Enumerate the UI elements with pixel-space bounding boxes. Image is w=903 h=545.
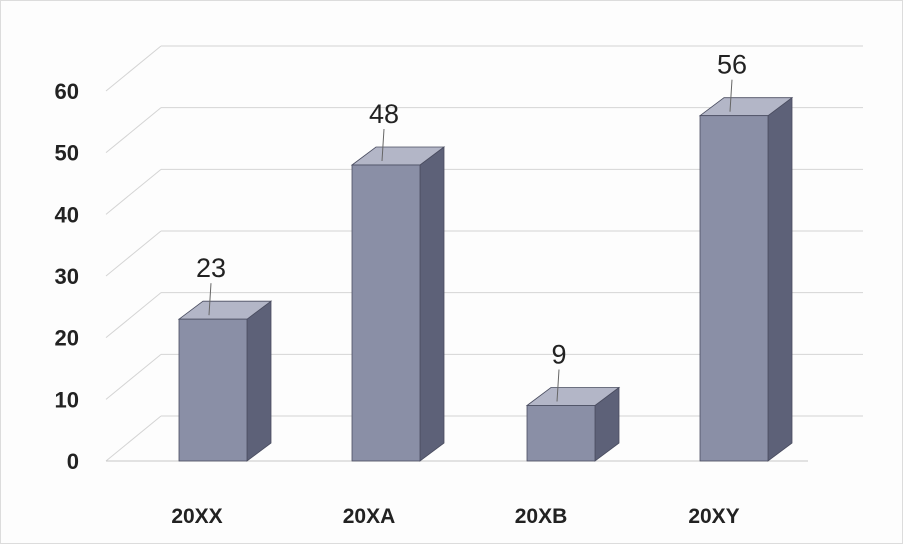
y-tick-label: 20 bbox=[55, 326, 79, 351]
gridline-side bbox=[105, 168, 162, 215]
gridline-side bbox=[105, 353, 162, 400]
bar-side-face bbox=[419, 146, 445, 462]
data-label-leader bbox=[208, 283, 212, 316]
data-labels: 23 48 9 56 bbox=[196, 50, 747, 370]
data-label: 56 bbox=[717, 50, 747, 80]
x-tick-label: 20XA bbox=[343, 505, 396, 528]
data-label: 9 bbox=[551, 340, 566, 370]
data-label-leader bbox=[381, 128, 385, 162]
data-label: 23 bbox=[196, 253, 226, 283]
bar-side-face bbox=[767, 96, 793, 462]
y-axis-ticks: 0 10 20 30 40 50 60 bbox=[55, 79, 79, 474]
y-tick-label: 0 bbox=[67, 449, 79, 474]
x-axis-ticks: 20XX 20XA 20XB 20XY bbox=[171, 505, 739, 528]
bar-front-face bbox=[178, 318, 248, 462]
y-tick-label: 50 bbox=[55, 141, 79, 166]
data-label-leader bbox=[556, 369, 560, 402]
bar-front-face bbox=[526, 405, 596, 462]
bar bbox=[177, 283, 273, 462]
gridline-side bbox=[105, 415, 162, 462]
y-tick-label: 40 bbox=[55, 202, 79, 227]
y-tick-label: 10 bbox=[55, 387, 79, 412]
bars bbox=[177, 79, 794, 462]
data-label-leader bbox=[729, 79, 733, 112]
gridline-side bbox=[105, 230, 162, 277]
bar bbox=[698, 79, 794, 462]
x-tick-label: 20XY bbox=[688, 505, 739, 528]
gridline-side bbox=[105, 45, 162, 92]
x-tick-label: 20XX bbox=[171, 505, 222, 528]
gridline-side bbox=[105, 292, 162, 339]
gridline-side bbox=[105, 107, 162, 154]
y-tick-label: 60 bbox=[55, 79, 79, 104]
bar bbox=[350, 128, 446, 462]
bar-front-face bbox=[699, 115, 769, 462]
y-tick-label: 30 bbox=[55, 264, 79, 289]
bar-front-face bbox=[351, 164, 421, 462]
data-label: 48 bbox=[369, 99, 399, 129]
x-tick-label: 20XB bbox=[515, 505, 568, 528]
bar bbox=[525, 369, 621, 462]
bar-side-face bbox=[246, 300, 272, 462]
